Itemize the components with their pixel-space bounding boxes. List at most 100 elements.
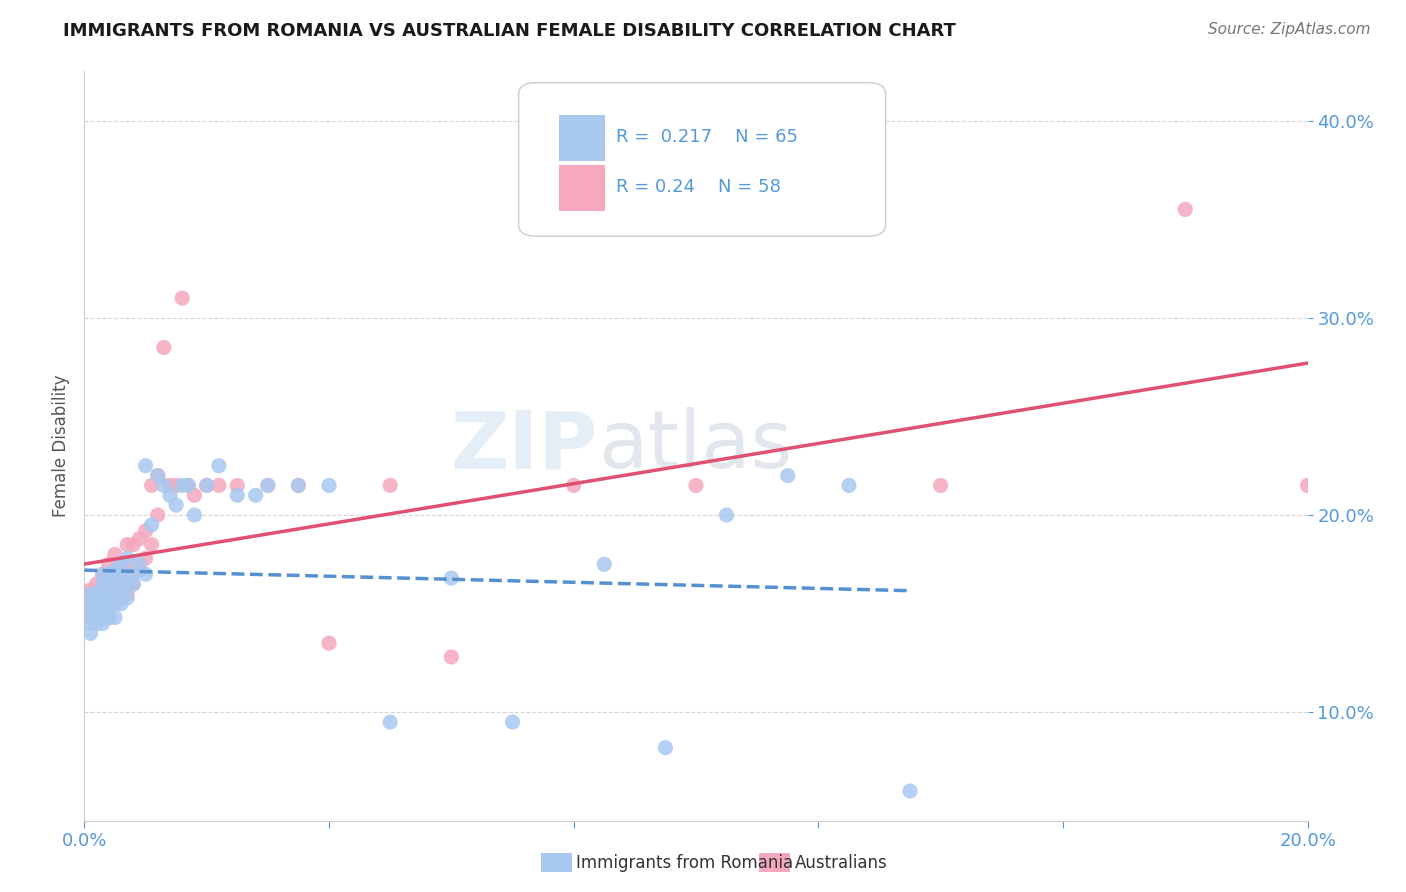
Point — [97, 577, 120, 591]
Point — [79, 587, 101, 601]
Point — [79, 616, 101, 631]
Point — [685, 478, 707, 492]
Point — [104, 587, 127, 601]
Point — [110, 597, 132, 611]
Point — [91, 582, 114, 597]
Point — [79, 591, 101, 605]
Point — [104, 582, 127, 597]
Point — [838, 478, 860, 492]
Point — [115, 591, 138, 605]
Point — [104, 563, 127, 577]
Point — [654, 740, 676, 755]
Point — [86, 587, 108, 601]
Point — [257, 478, 280, 492]
Point — [165, 498, 187, 512]
Point — [86, 597, 108, 611]
Point — [226, 488, 249, 502]
Point — [79, 582, 101, 597]
Point — [97, 597, 120, 611]
Point — [86, 602, 108, 616]
Point — [380, 478, 402, 492]
Point — [716, 508, 738, 522]
Point — [135, 458, 157, 473]
Point — [257, 478, 280, 492]
Point — [135, 567, 157, 582]
Point — [245, 488, 267, 502]
Point — [104, 597, 127, 611]
Point — [79, 597, 101, 611]
Text: R = 0.24    N = 58: R = 0.24 N = 58 — [616, 178, 782, 196]
Point — [153, 478, 176, 492]
FancyBboxPatch shape — [560, 115, 606, 161]
Point — [776, 468, 799, 483]
Point — [122, 577, 145, 591]
Point — [91, 582, 114, 597]
Point — [1174, 202, 1197, 217]
Point — [177, 478, 200, 492]
Point — [165, 478, 187, 492]
Point — [91, 567, 114, 582]
Point — [177, 478, 200, 492]
Point — [183, 488, 205, 502]
Point — [172, 478, 194, 492]
Point — [97, 610, 120, 624]
Point — [110, 591, 132, 605]
Point — [110, 558, 132, 572]
Point — [115, 551, 138, 566]
Point — [318, 636, 340, 650]
Point — [110, 571, 132, 585]
Point — [97, 591, 120, 605]
Point — [97, 567, 120, 582]
Point — [86, 587, 108, 601]
Point — [104, 563, 127, 577]
Point — [122, 558, 145, 572]
Point — [91, 610, 114, 624]
Point — [195, 478, 218, 492]
Point — [287, 478, 309, 492]
Point — [91, 577, 114, 591]
Point — [91, 602, 114, 616]
Point — [79, 610, 101, 624]
Point — [91, 567, 114, 582]
Point — [86, 577, 108, 591]
Point — [128, 532, 150, 546]
Point — [86, 602, 108, 616]
Text: atlas: atlas — [598, 407, 793, 485]
Point — [226, 478, 249, 492]
Point — [86, 610, 108, 624]
Point — [440, 650, 463, 665]
Text: Source: ZipAtlas.com: Source: ZipAtlas.com — [1208, 22, 1371, 37]
Point — [91, 616, 114, 631]
Point — [104, 548, 127, 562]
Point — [159, 478, 181, 492]
FancyBboxPatch shape — [560, 165, 606, 211]
Point — [104, 610, 127, 624]
Point — [128, 563, 150, 577]
Point — [115, 587, 138, 601]
Text: Australians: Australians — [794, 854, 887, 871]
Text: Immigrants from Romania: Immigrants from Romania — [576, 854, 793, 871]
Point — [97, 558, 120, 572]
Point — [91, 597, 114, 611]
Point — [141, 517, 163, 532]
Point — [79, 607, 101, 621]
Point — [91, 610, 114, 624]
Point — [502, 714, 524, 729]
Point — [91, 587, 114, 601]
Point — [208, 478, 231, 492]
Point — [79, 607, 101, 621]
Point — [115, 538, 138, 552]
Point — [135, 524, 157, 538]
Point — [97, 597, 120, 611]
Point — [115, 577, 138, 591]
Point — [86, 591, 108, 605]
Point — [104, 597, 127, 611]
Y-axis label: Female Disability: Female Disability — [52, 375, 70, 517]
Point — [1296, 478, 1319, 492]
Point — [146, 468, 169, 483]
Point — [287, 478, 309, 492]
Point — [929, 478, 952, 492]
Point — [110, 577, 132, 591]
Point — [86, 616, 108, 631]
Point — [440, 571, 463, 585]
